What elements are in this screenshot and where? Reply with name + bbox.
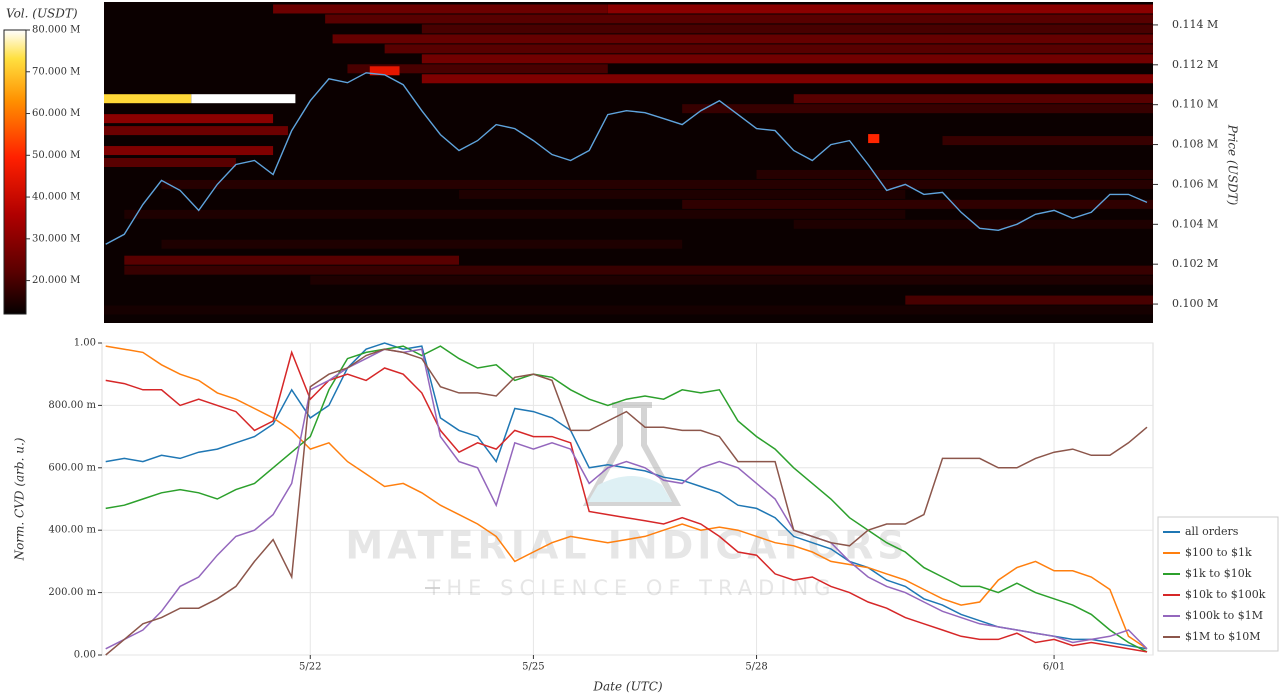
legend-label: $10k to $100k	[1185, 588, 1266, 601]
y-tick-label: 400.00 m	[48, 525, 96, 536]
y-tick-label: 0.108 M	[1172, 138, 1218, 151]
cvd-line	[105, 348, 1148, 650]
watermark: MATERIAL INDICATORS THE SCIENCE OF TRADI…	[345, 402, 908, 600]
legend-label: $100 to $1k	[1185, 546, 1252, 559]
watermark-subtitle: THE SCIENCE OF TRADING	[427, 576, 837, 600]
price-axis-label: Price (USDT)	[1226, 124, 1240, 206]
heatmap-cell	[161, 179, 1154, 189]
heatmap-cell	[124, 209, 906, 219]
y-tick-label: 200.00 m	[48, 587, 96, 598]
colorbar	[3, 29, 27, 315]
heatmap-cell	[104, 114, 274, 124]
cvd-line	[105, 342, 1148, 650]
heatmap-cell	[756, 169, 1153, 179]
colorbar-tick-label: 30.000 M	[32, 233, 80, 244]
y-tick-label: 0.110 M	[1172, 98, 1218, 111]
cvd-axis-label: Norm. CVD (arb. u.)	[13, 437, 27, 561]
heatmap-cell	[942, 136, 1153, 146]
legend	[1157, 516, 1279, 652]
heatmap-cell	[682, 104, 1153, 114]
legend-label: $1M to $10M	[1185, 630, 1261, 643]
cvd-line	[105, 345, 1148, 650]
heatmap-cell	[104, 305, 1153, 315]
heatmap-cell	[793, 94, 1153, 104]
heatmap-cell	[104, 94, 192, 104]
heatmap-cell	[793, 219, 1153, 229]
y-tick-label: 0.106 M	[1172, 177, 1218, 190]
date-axis-label: Date (UTC)	[592, 680, 662, 694]
cvd-line	[105, 345, 1148, 653]
x-tick-label: 5/28	[745, 662, 767, 673]
cvd-line	[105, 350, 1148, 653]
colorbar-tick-label: 50.000 M	[32, 150, 80, 161]
heatmap-cell	[310, 275, 1153, 285]
y-tick-label: 800.00 m	[48, 400, 96, 411]
cvd-line	[105, 348, 1148, 656]
heatmap-cell	[868, 134, 880, 144]
heatmap-cell	[325, 14, 1154, 24]
watermark-icon-fill	[588, 476, 672, 502]
y-tick-label: 0.102 M	[1172, 257, 1218, 270]
colorbar-label: Vol. (USDT)	[6, 7, 78, 21]
x-tick-label: 5/25	[522, 662, 544, 673]
heatmap-cell	[459, 189, 906, 199]
heatmap-cell	[161, 239, 683, 249]
y-tick-label: 0.114 M	[1172, 18, 1218, 31]
x-tick-label: 6/01	[1043, 662, 1065, 673]
heatmap-cell	[347, 64, 608, 74]
heatmap-cell	[905, 295, 1153, 305]
colorbar-tick-label: 40.000 M	[32, 192, 80, 203]
y-tick-label: 0.112 M	[1172, 58, 1218, 71]
heatmap-cell	[273, 4, 608, 14]
heatmap-cell	[104, 126, 288, 136]
y-tick-label: 600.00 m	[48, 462, 96, 473]
heatmap-cell	[421, 54, 1153, 64]
colorbar-tick-label: 70.000 M	[32, 66, 80, 77]
heatmap-cell	[104, 146, 274, 156]
heatmap-cell	[421, 74, 1153, 84]
heatmap-cell	[124, 255, 460, 265]
colorbar-tick-label: 80.000 M	[32, 25, 80, 36]
legend-label: $1k to $10k	[1185, 567, 1252, 580]
heatmap-cell	[191, 94, 296, 104]
heatmap-cell	[124, 265, 1154, 275]
heatmap-cell	[682, 199, 1153, 209]
y-tick-label: 0.00	[74, 650, 96, 661]
heatmap-cell	[384, 44, 1153, 54]
colorbar-tick-label: 20.000 M	[32, 275, 80, 286]
heatmap-cell	[332, 34, 1153, 44]
price-line	[105, 72, 1148, 245]
x-tick-label: 5/22	[299, 662, 321, 673]
watermark-title: MATERIAL INDICATORS	[345, 524, 908, 568]
y-tick-label: 0.100 M	[1172, 297, 1218, 310]
legend-label: all orders	[1185, 525, 1239, 538]
heatmap-cell	[104, 158, 236, 167]
y-tick-label: 0.104 M	[1172, 217, 1218, 230]
legend-label: $100k to $1M	[1185, 609, 1263, 622]
watermark-icon	[582, 402, 682, 506]
y-tick-label: 1.00	[74, 338, 96, 349]
heatmap-cell	[421, 24, 1153, 34]
heatmap-cell	[607, 4, 1153, 14]
heatmap-cell	[369, 66, 400, 76]
colorbar-tick-label: 60.000 M	[32, 108, 80, 119]
